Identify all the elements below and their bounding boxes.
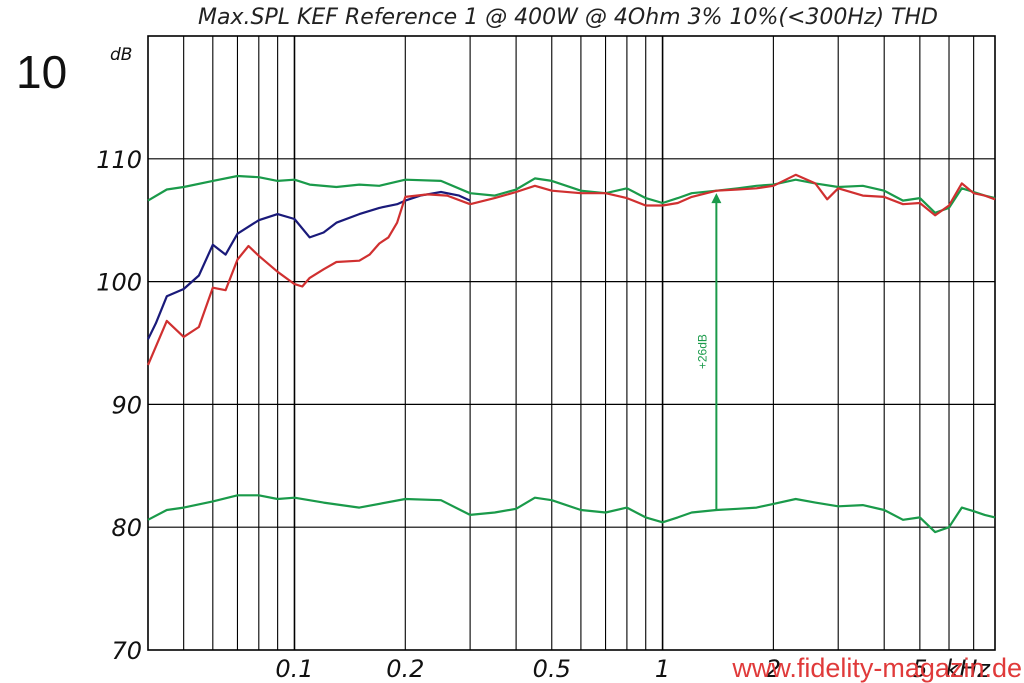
x-tick-label: 0.5 [533,655,571,683]
x-tick-label: 5 [912,655,927,683]
watermark: www.fidelity-magazin.de [731,653,1022,683]
x-tick-label: 2 [766,655,781,683]
scale-unit: dB [110,45,132,65]
y-tick-label: 100 [96,269,142,297]
y-tick-label: 90 [111,391,142,419]
x-tick-label: 0.2 [386,655,424,683]
scale-value: 10 [16,46,67,98]
annotation-layer: +26dB [695,193,722,511]
x-tick-labels: 0.1 0.2 0.5 1 2 5 kHz [275,655,991,683]
annotation-arrow-head [711,193,722,204]
series-line-1 [147,174,996,214]
y-tick-labels: 70 80 90 100 110 [96,146,142,665]
series-line-4 [147,494,996,534]
x-tick-label: 1 [655,655,670,683]
y-tick-label: 70 [111,637,142,665]
chart-title: Max.SPL KEF Reference 1 @ 400W @ 4Ohm 3%… [198,5,938,30]
x-unit-label: kHz [945,655,991,683]
plot-frame [147,35,996,651]
y-tick-label: 110 [96,146,142,174]
x-tick-label: 0.1 [275,655,313,683]
series-layer [146,173,996,534]
series-line-2 [147,190,471,340]
series-line-3 [146,173,996,366]
y-tick-label: 80 [111,514,142,542]
annotation-label: +26dB [695,334,709,369]
grid-lines [147,35,996,651]
